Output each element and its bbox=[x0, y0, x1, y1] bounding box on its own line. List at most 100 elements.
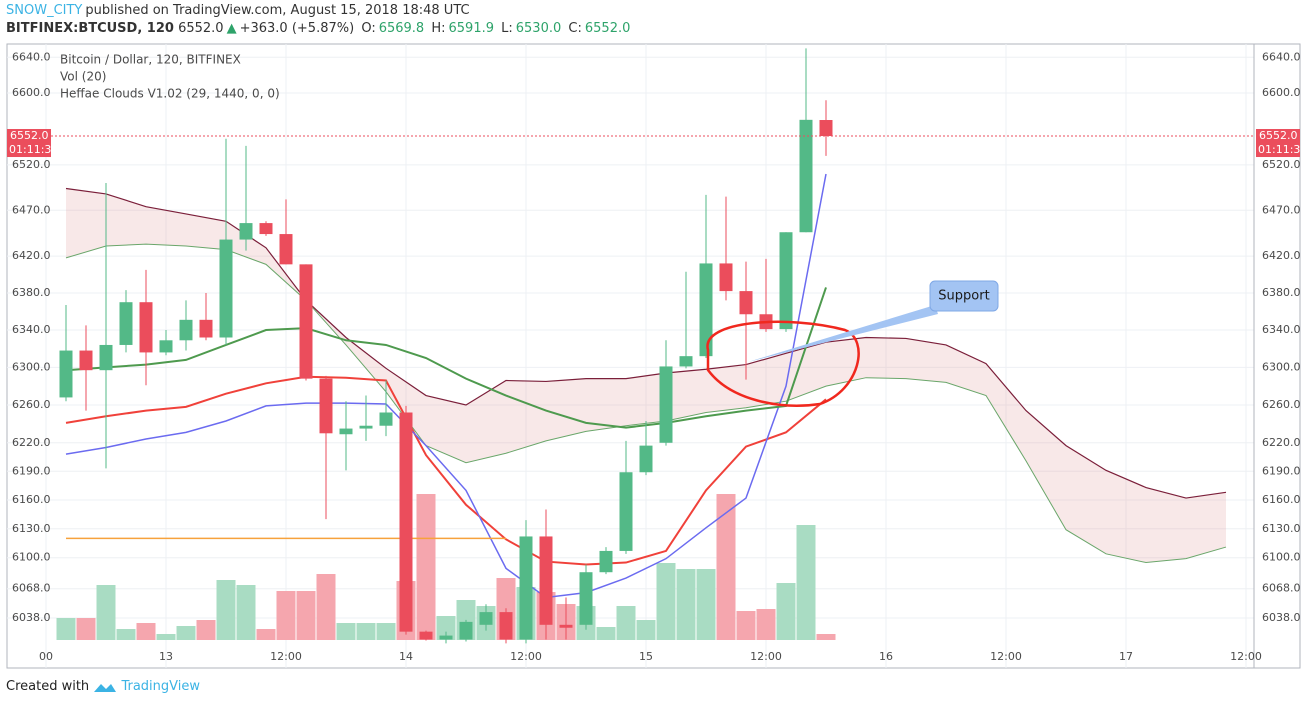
candle-body bbox=[119, 302, 133, 345]
candle-body bbox=[319, 378, 333, 434]
candle-body bbox=[359, 425, 373, 429]
cloud-fill bbox=[1066, 445, 1106, 554]
logo bbox=[94, 683, 117, 692]
volume-bar bbox=[816, 634, 836, 640]
volume-bar bbox=[336, 623, 356, 640]
y-tick-label: 6130.0 bbox=[12, 522, 51, 535]
y-tick-label: 6340.0 bbox=[12, 323, 51, 336]
cloud-fill bbox=[826, 337, 866, 387]
countdown-text: 01:11:33 bbox=[1258, 143, 1307, 156]
brand[interactable]: TradingView bbox=[121, 679, 200, 694]
candle-body bbox=[479, 612, 493, 625]
volume-bar bbox=[696, 569, 716, 640]
candle-body bbox=[139, 302, 153, 353]
y-tick-label: 6160.0 bbox=[1262, 493, 1301, 506]
cloud-fill bbox=[1026, 410, 1066, 530]
cloud-fill bbox=[1186, 492, 1226, 559]
cloud-fill bbox=[546, 378, 586, 441]
footer: Created with TradingView bbox=[6, 679, 200, 694]
volume-bar bbox=[56, 618, 76, 640]
y-tick-label: 6340.0 bbox=[1262, 323, 1301, 336]
cloud-fill bbox=[1106, 470, 1146, 563]
y-tick-label: 6038.0 bbox=[1262, 611, 1301, 624]
candle-body bbox=[399, 412, 413, 632]
y-tick-label: 6130.0 bbox=[1262, 522, 1301, 535]
candle-body bbox=[719, 263, 733, 292]
x-tick-label: 14 bbox=[399, 650, 413, 663]
volume-bar bbox=[596, 627, 616, 640]
x-tick-label: 15 bbox=[639, 650, 653, 663]
candle-body bbox=[179, 319, 193, 341]
volume-bar bbox=[436, 616, 456, 640]
author[interactable]: SNOW_CITY bbox=[6, 3, 83, 18]
y-tick-label: 6520.0 bbox=[1262, 158, 1301, 171]
y-tick-label: 6220.0 bbox=[1262, 436, 1301, 449]
price-tag-text: 6552.0 bbox=[10, 129, 49, 142]
candle-body bbox=[619, 472, 633, 551]
candle-body bbox=[299, 264, 313, 379]
ohlc-value: 6530.0 bbox=[515, 21, 562, 36]
candle-body bbox=[219, 239, 233, 338]
x-tick-label: 17 bbox=[1119, 650, 1133, 663]
x-tick-label: 12:00 bbox=[1230, 650, 1262, 663]
volume-bar bbox=[76, 618, 96, 640]
candle-body bbox=[519, 536, 533, 640]
legend-line: Bitcoin / Dollar, 120, BITFINEX bbox=[60, 53, 241, 67]
y-tick-label: 6068.0 bbox=[12, 582, 51, 595]
candle-body bbox=[599, 550, 613, 573]
volume-bar bbox=[156, 634, 176, 640]
volume-bar bbox=[676, 569, 696, 640]
y-tick-label: 6300.0 bbox=[1262, 360, 1301, 373]
y-tick-label: 6420.0 bbox=[12, 249, 51, 262]
drawn-ellipse bbox=[706, 320, 860, 407]
cloud-fill bbox=[906, 338, 946, 383]
x-tick-label: 16 bbox=[879, 650, 893, 663]
candle-body bbox=[259, 223, 273, 235]
y-tick-label: 6420.0 bbox=[1262, 249, 1301, 262]
volume-bar bbox=[296, 591, 316, 640]
volume-bar bbox=[756, 609, 776, 640]
candle-body bbox=[819, 120, 833, 137]
price-tag bbox=[7, 129, 51, 158]
cloud-fill bbox=[466, 380, 506, 463]
ohlc-value: 6569.8 bbox=[378, 21, 425, 36]
ohlc-key: H: bbox=[431, 21, 446, 36]
arrow: ▲ bbox=[226, 21, 237, 36]
y-tick-label: 6380.0 bbox=[1262, 286, 1301, 299]
cloud-fill bbox=[946, 344, 986, 396]
volume-bar bbox=[216, 580, 236, 640]
ohlc-value: 6591.9 bbox=[448, 21, 495, 36]
callout-pointer bbox=[748, 305, 938, 362]
candle-body bbox=[199, 319, 213, 338]
volume-bar bbox=[356, 623, 376, 640]
candle-body bbox=[659, 366, 673, 443]
cloud-fill bbox=[426, 395, 466, 463]
volume-bar bbox=[716, 494, 736, 640]
y-tick-label: 6380.0 bbox=[12, 286, 51, 299]
y-tick-label: 6600.0 bbox=[1262, 86, 1301, 99]
x-tick-label: 12:00 bbox=[270, 650, 302, 663]
candle-body bbox=[419, 631, 433, 640]
volume-bar bbox=[236, 585, 256, 640]
candle-body bbox=[239, 223, 253, 240]
y-tick-label: 6038.0 bbox=[12, 611, 51, 624]
candle-body bbox=[159, 340, 173, 353]
cloud-fill bbox=[186, 213, 226, 250]
callout-box bbox=[929, 280, 999, 312]
volume-bar bbox=[176, 626, 196, 640]
cloud-fill bbox=[986, 363, 1026, 461]
published: published on TradingView.com, August 15,… bbox=[85, 3, 470, 18]
candle-body bbox=[79, 350, 93, 371]
volume-bar bbox=[136, 623, 156, 640]
indicator-line bbox=[65, 287, 827, 429]
y-tick-label: 6470.0 bbox=[12, 203, 51, 216]
price-tag bbox=[1256, 129, 1300, 158]
ohlc-key: C: bbox=[568, 21, 582, 36]
y-tick-label: 6220.0 bbox=[12, 436, 51, 449]
cloud-fill bbox=[706, 364, 746, 413]
volume-bar bbox=[316, 574, 336, 640]
candle-body bbox=[539, 536, 553, 625]
volume-bar bbox=[376, 623, 396, 640]
cloud-fill bbox=[746, 353, 786, 408]
